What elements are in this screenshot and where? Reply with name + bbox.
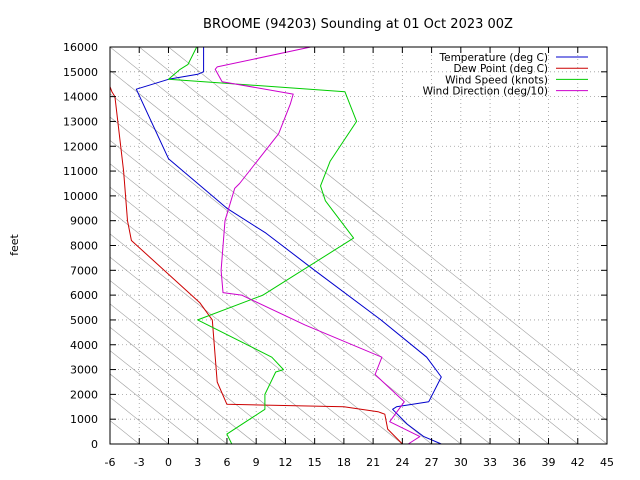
x-tick-label: 24 (395, 456, 409, 469)
x-tick-label: 33 (483, 456, 497, 469)
x-tick-label: 18 (337, 456, 351, 469)
skewed-guide-line (110, 116, 520, 444)
legend-item-temperature: Temperature (deg C) (438, 52, 588, 64)
y-tick-label: 14000 (63, 91, 98, 104)
skewed-guide-line (168, 47, 607, 398)
y-tick-label: 9000 (70, 215, 98, 228)
legend-item-dew-point: Dew Point (deg C) (453, 63, 588, 75)
y-tick-label: 7000 (70, 264, 98, 277)
y-tick-label: 2000 (70, 388, 98, 401)
skewed-guide-line (110, 326, 257, 444)
y-tick-label: 13000 (63, 115, 98, 128)
wind-speed-line (168, 46, 358, 445)
skewed-guide-line (110, 186, 432, 444)
skewed-guide-line (110, 210, 403, 444)
y-tick-label: 1000 (70, 413, 98, 426)
legend-item-wind-speed: Wind Speed (knots) (445, 74, 588, 86)
y-tick-label: 12000 (63, 140, 98, 153)
skewed-guide-line (139, 47, 607, 422)
skewed-guide-line (110, 373, 198, 444)
y-tick-label: 4000 (70, 339, 98, 352)
skewed-guide-line (110, 93, 549, 444)
legend-label: Temperature (deg C) (438, 52, 548, 64)
tick-layer: -6 -3 0 3 6 9 12 15 18 21 24 27 30 33 36 39 42 4501000200… (63, 41, 614, 469)
legend-item-wind-direction: Wind Direction (deg/10) (423, 86, 588, 98)
y-tick-label: 0 (91, 438, 98, 451)
wind-direction-line (214, 46, 421, 445)
skewed-guide-line (110, 256, 345, 444)
skewed-guide-line (110, 47, 607, 444)
legend: Temperature (deg C)Dew Point (deg C)Wind… (423, 52, 588, 98)
y-tick-label: 3000 (70, 364, 98, 377)
x-tick-label: 39 (542, 456, 556, 469)
skewed-guide-line (110, 303, 286, 444)
y-tick-label: 10000 (63, 190, 98, 203)
y-tick-label: 8000 (70, 240, 98, 253)
x-tick-label: 12 (278, 456, 292, 469)
skewed-guide-line (110, 350, 228, 444)
x-tick-label: 27 (425, 456, 439, 469)
chart-title: BROOME (94203) Sounding at 01 Oct 2023 0… (203, 17, 513, 32)
y-tick-label: 16000 (63, 41, 98, 54)
x-tick-label: 21 (366, 456, 380, 469)
x-tick-label: -3 (134, 456, 145, 469)
legend-label: Wind Speed (knots) (445, 74, 548, 86)
y-tick-label: 11000 (63, 165, 98, 178)
x-tick-label: 15 (308, 456, 322, 469)
x-tick-label: 6 (223, 456, 230, 469)
legend-label: Wind Direction (deg/10) (423, 86, 548, 98)
x-tick-label: 45 (600, 456, 614, 469)
x-tick-label: 42 (571, 456, 585, 469)
x-tick-label: 3 (194, 456, 201, 469)
y-tick-label: 6000 (70, 289, 98, 302)
skewed-guide-line (110, 233, 374, 444)
x-tick-label: 30 (454, 456, 468, 469)
legend-label: Dew Point (deg C) (453, 63, 548, 75)
skewed-guide-line (110, 140, 491, 444)
y-axis-label: feet (8, 233, 21, 255)
y-tick-label: 15000 (63, 66, 98, 79)
skewed-guide-line (110, 280, 315, 444)
x-tick-label: 9 (253, 456, 260, 469)
dew-point-line (109, 86, 403, 445)
x-tick-label: 0 (165, 456, 172, 469)
series-layer (109, 46, 442, 445)
skewed-guide-line (110, 69, 578, 444)
x-tick-label: -6 (105, 456, 116, 469)
y-tick-label: 5000 (70, 314, 98, 327)
x-tick-label: 36 (512, 456, 526, 469)
